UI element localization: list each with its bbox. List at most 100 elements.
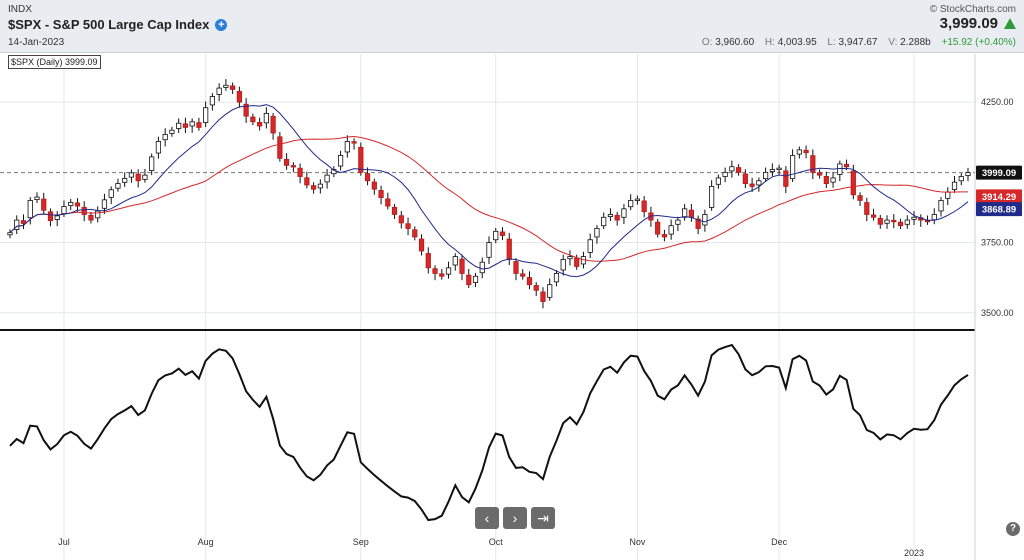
candle-body [81, 206, 87, 215]
candle-body [263, 112, 269, 124]
low-label: L: [827, 37, 836, 48]
symbol-title: $SPX - S&P 500 Large Cap Index [8, 17, 210, 32]
candle-body [418, 238, 425, 252]
candle-body [499, 231, 506, 236]
candle-body [526, 277, 533, 286]
candle-body [20, 220, 27, 224]
candle-body [540, 291, 546, 302]
candle-body [351, 141, 357, 144]
candle-body [951, 181, 958, 190]
candle-body [337, 155, 344, 167]
candle-body [945, 191, 951, 199]
candle-body [452, 256, 458, 266]
x-tick-label: Jul [58, 537, 70, 547]
chart-date: 14-Jan-2023 [8, 37, 65, 48]
candle-body [742, 173, 748, 184]
candle-body [810, 155, 816, 173]
candle-body [763, 171, 769, 180]
candle-body [14, 219, 20, 230]
candle-body [371, 181, 377, 190]
candle-body [176, 122, 182, 129]
candle-body [661, 234, 668, 238]
candle-body [324, 174, 330, 183]
candle-body [486, 242, 492, 258]
x-axis-labels: Jul Aug Sep Oct Nov Dec 2023 [58, 537, 924, 558]
candle-body [553, 273, 560, 283]
ma-slow-line [9, 135, 968, 262]
candle-body [385, 198, 391, 207]
price-label-text: 3999.09 [982, 168, 1016, 179]
candle-body [587, 239, 593, 253]
candle-body [169, 129, 175, 134]
candle-body [108, 189, 114, 198]
candle-body [931, 214, 937, 221]
candle-body [304, 177, 310, 186]
candle-body [695, 218, 701, 229]
candle-body [594, 228, 600, 238]
low-value: 3,947.67 [838, 37, 878, 48]
candle-body [614, 214, 620, 221]
candle-body [904, 219, 910, 225]
candle-body [769, 169, 775, 173]
candle-body [796, 149, 802, 155]
candle-body [958, 176, 964, 182]
candle-body [655, 221, 661, 235]
candle-body [803, 149, 809, 154]
candle-body [277, 136, 283, 159]
candle-body [412, 229, 418, 238]
skip-end-icon: ⇥ [537, 510, 549, 526]
candle-body [101, 199, 108, 209]
candle-body [34, 196, 40, 200]
candle-body [472, 275, 479, 283]
price-label-text: 3868.89 [982, 205, 1016, 216]
candle-body [209, 96, 215, 106]
candle-body [284, 158, 290, 166]
candle-body [155, 141, 162, 154]
exchange-label: INDX [8, 4, 32, 15]
scroll-back-button[interactable]: ‹ [475, 507, 499, 529]
price-labels: 3999.09 3914.29 3868.89 [976, 165, 1022, 217]
scroll-to-end-button[interactable]: ⇥ [531, 507, 555, 529]
candle-body [857, 195, 863, 201]
candle-body [574, 257, 580, 267]
candle-body [378, 190, 384, 199]
candle-body [736, 167, 742, 173]
candle-body [634, 198, 641, 201]
series-legend: $SPX (Daily) 3999.09 [8, 55, 101, 69]
last-price: 3,999.09 [939, 15, 998, 32]
candle-body [27, 200, 33, 219]
candle-body [850, 170, 856, 196]
candle-body [749, 183, 755, 187]
candle-body [223, 84, 229, 88]
candle-body [236, 90, 242, 103]
volume-label: V: [888, 37, 898, 48]
candle-body [439, 273, 445, 277]
candle-body [607, 214, 614, 217]
candle-body [122, 178, 128, 183]
candle-body [843, 163, 850, 168]
candle-body [344, 141, 350, 153]
add-symbol-icon[interactable]: + [215, 18, 228, 31]
candle-body [128, 172, 135, 178]
candle-body [459, 258, 465, 274]
candle-body [317, 183, 323, 189]
candle-body [816, 172, 823, 176]
candle-body [641, 200, 647, 213]
candle-body [61, 206, 67, 214]
candle-body [142, 174, 148, 180]
candle-body [405, 223, 411, 229]
candle-body [432, 268, 438, 274]
candle-body [270, 115, 276, 134]
y-tick-label: 4250.00 [981, 97, 1014, 107]
indicator-line [9, 343, 969, 522]
candle-body [257, 122, 263, 127]
change-value: +15.92 (+0.40%) [941, 37, 1017, 48]
candle-body [688, 209, 694, 218]
candle-body [513, 261, 519, 274]
candle-body [823, 176, 829, 184]
scroll-forward-button[interactable]: › [503, 507, 527, 529]
candle-body [729, 166, 735, 172]
candle-body [243, 103, 249, 117]
help-button[interactable]: ? [1006, 522, 1020, 536]
